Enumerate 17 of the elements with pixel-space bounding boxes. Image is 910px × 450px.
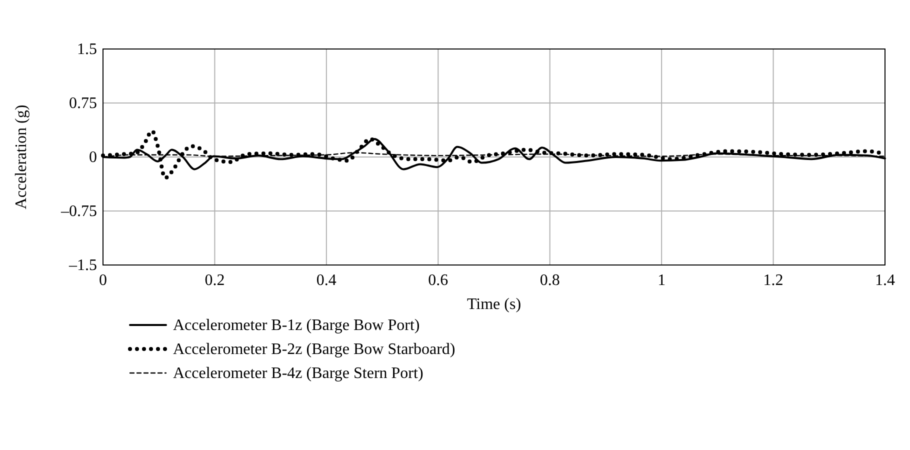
legend-label: Accelerometer B-2z (Barge Bow Starboard) (173, 341, 456, 358)
x-tick-label: 0.6 (428, 272, 448, 289)
y-tick-label: –0.75 (60, 203, 97, 220)
y-tick-label: 1.5 (77, 41, 97, 58)
y-axis-title: Acceleration (g) (13, 104, 30, 210)
y-tick-label: 0.75 (69, 95, 97, 112)
x-tick-label: 1.2 (763, 272, 784, 289)
x-tick-label: 0.8 (540, 272, 560, 289)
x-tick-label: 0.4 (316, 272, 336, 289)
y-tick-label: 0 (89, 149, 97, 166)
x-tick-label: 0.2 (204, 272, 225, 289)
y-tick-label: –1.5 (68, 257, 97, 274)
x-tick-label: 1 (658, 272, 666, 289)
legend-label: Accelerometer B-1z (Barge Bow Port) (173, 317, 420, 334)
legend-label: Accelerometer B-4z (Barge Stern Port) (173, 365, 424, 382)
x-axis-title: Time (s) (466, 296, 522, 313)
x-tick-label: 1.4 (875, 272, 895, 289)
